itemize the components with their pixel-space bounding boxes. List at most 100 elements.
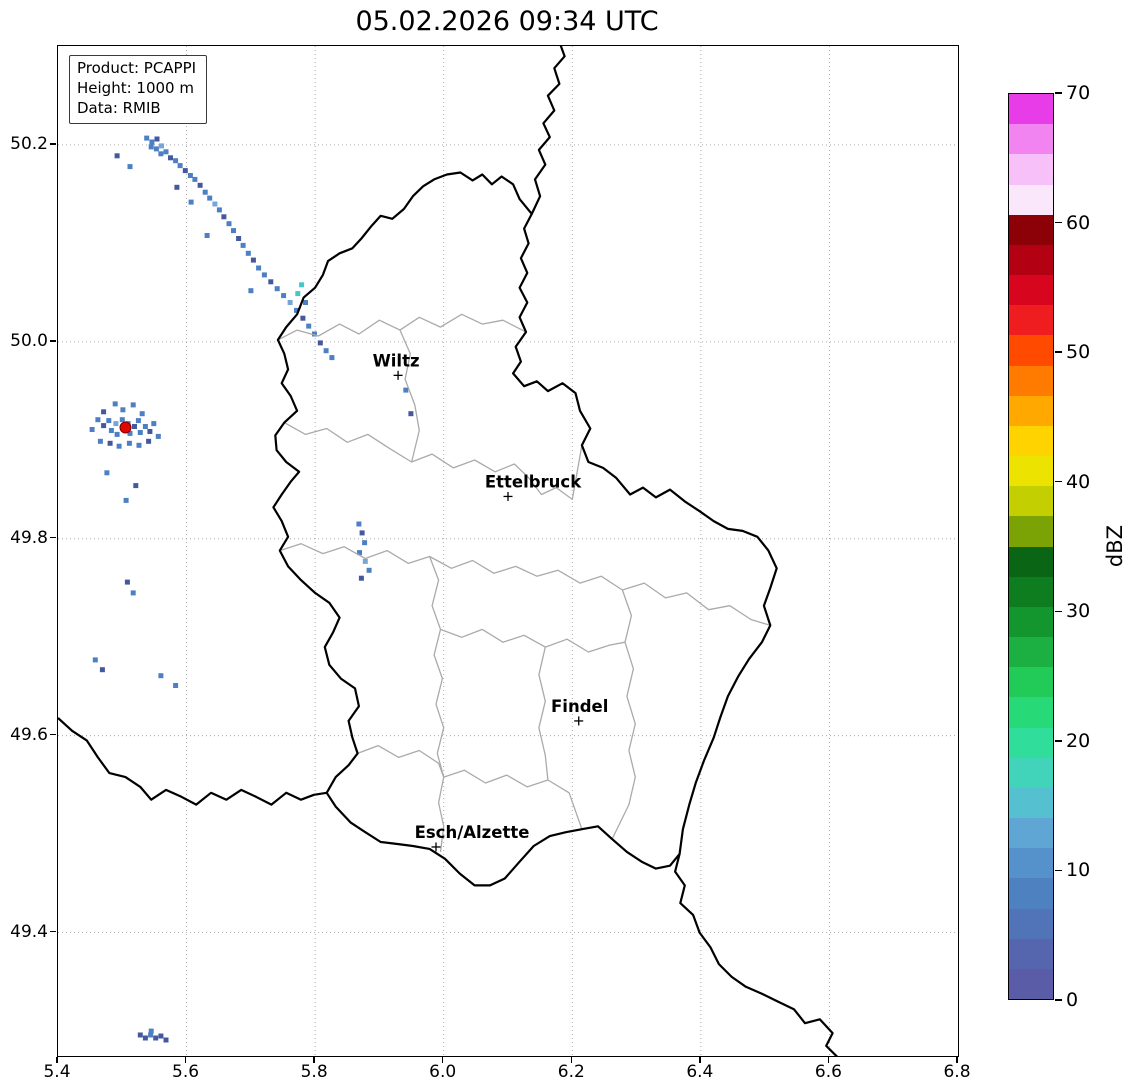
belgium-france-border	[58, 717, 327, 806]
city-label: Esch/Alzette	[415, 823, 530, 842]
radar-echo-cell	[99, 667, 105, 673]
radar-echo-cell	[250, 257, 256, 263]
x-axis-tick-mark	[56, 1057, 58, 1063]
radar-echo-cell	[294, 307, 299, 313]
city-ettelbruck: Ettelbruck	[485, 472, 582, 501]
radar-echo-cell	[149, 139, 155, 145]
colorbar-tick-label: 30	[1066, 600, 1091, 623]
city-wiltz: Wiltz	[373, 351, 420, 380]
radar-echo-cell	[221, 214, 227, 220]
gridlines	[58, 46, 958, 1056]
x-axis-tick-mark	[442, 1057, 444, 1063]
radar-echo-cell	[158, 151, 164, 157]
radar-echo-cell	[101, 423, 107, 429]
colorbar-band	[1009, 395, 1053, 426]
radar-echo-cell	[163, 1037, 169, 1043]
y-axis-tick-mark	[50, 537, 56, 539]
colorbar-tick-mark	[1055, 351, 1062, 353]
radar-echo-cell	[240, 242, 246, 248]
canton-border-line	[611, 589, 636, 840]
y-axis-tick-mark	[50, 340, 56, 342]
x-axis-tick-label: 6.6	[814, 1062, 842, 1082]
radar-echo-cell	[303, 300, 308, 305]
colorbar-band	[1009, 546, 1053, 577]
radar-echo-cell	[202, 189, 208, 195]
colorbar-band	[1009, 214, 1053, 245]
radar-echo-cell	[173, 158, 179, 164]
radar-echo-cell	[104, 470, 110, 476]
x-axis-tick-mark	[570, 1057, 572, 1063]
colorbar-band	[1009, 335, 1053, 366]
radar-echo-cell	[97, 438, 103, 444]
radar-echo-cell	[216, 207, 222, 213]
colorbar-band	[1009, 154, 1053, 185]
x-axis-tick-label: 5.4	[43, 1062, 71, 1082]
x-axis-tick-label: 6.0	[429, 1062, 457, 1082]
colorbar-band	[1009, 184, 1053, 215]
canton-border-line	[399, 329, 420, 463]
radar-echo-cell	[153, 1035, 159, 1041]
x-axis-tick-label: 6.8	[943, 1062, 971, 1082]
radar-echo-cell	[147, 429, 153, 434]
colorbar-band	[1009, 757, 1053, 788]
colorbar-band	[1009, 305, 1053, 336]
colorbar-tick-mark	[1055, 610, 1062, 612]
radar-echo-cell	[274, 286, 280, 292]
radar-echo-cell	[362, 540, 368, 546]
colorbar-band	[1009, 606, 1053, 638]
x-axis-tick-label: 6.2	[557, 1062, 585, 1082]
radar-echo-cell	[212, 201, 218, 207]
city-findel: Findel	[551, 697, 608, 726]
y-axis-tick-label: 49.8	[10, 527, 48, 548]
map-canvas: Wiltz Ettelbruck Findel Esch/Alzette	[58, 46, 958, 1056]
colorbar	[1008, 93, 1054, 1000]
y-axis-tick-label: 50.0	[10, 330, 48, 351]
radar-echo-cell	[151, 421, 157, 427]
colorbar-axis-label: dBZ	[1103, 524, 1127, 568]
y-axis-tick-mark	[50, 143, 56, 145]
radar-echo-cell	[356, 521, 362, 527]
radar-echo-cell	[107, 440, 113, 446]
radar-echo-cell	[174, 184, 180, 190]
colorbar-band	[1009, 425, 1053, 457]
radar-echo-cell	[154, 136, 160, 142]
radar-echo-cell	[306, 323, 312, 329]
radar-echo-cell	[101, 409, 107, 415]
radar-echo-cell	[158, 1033, 164, 1039]
colorbar-band	[1009, 727, 1053, 758]
radar-echo-cell	[148, 1028, 154, 1034]
colorbar-band	[1009, 787, 1053, 819]
canton-border-line	[538, 646, 549, 781]
radar-echo-cell	[148, 1032, 154, 1038]
radar-echo-cell	[144, 135, 150, 141]
radar-echo-cell	[127, 164, 133, 170]
info-box: Product: PCAPPI Height: 1000 m Data: RMI…	[69, 55, 208, 125]
canton-border-line	[279, 543, 771, 627]
country-borders	[58, 46, 838, 1056]
colorbar-tick-label: 10	[1066, 859, 1091, 882]
plot-title: 05.02.2026 09:34 UTC	[355, 6, 659, 37]
radar-echo-cell	[261, 272, 267, 278]
radar-echo-cell	[127, 430, 133, 436]
radar-echo-cell	[357, 550, 362, 556]
radar-echo-cell	[182, 168, 188, 174]
y-axis-tick-mark	[50, 734, 56, 736]
radar-echo-cell	[359, 530, 365, 536]
radar-echo-cell	[188, 199, 194, 205]
radar-echo-cell	[231, 228, 236, 234]
y-axis-tick-label: 50.2	[10, 133, 48, 154]
colorbar-band	[1009, 365, 1053, 396]
radar-echo-cell	[153, 146, 159, 152]
colorbar-tick-label: 20	[1066, 729, 1091, 752]
colorbar-tick-mark	[1055, 740, 1062, 742]
x-axis-tick-label: 5.6	[172, 1062, 200, 1082]
colorbar-band	[1009, 576, 1053, 607]
y-axis-tick-label: 49.6	[10, 724, 48, 745]
colorbar-band	[1009, 908, 1053, 939]
radar-echo-cell	[142, 424, 148, 429]
radar-echo-cell	[139, 411, 145, 417]
x-axis-tick-label: 6.4	[686, 1062, 714, 1082]
city-markers: Wiltz Ettelbruck Findel Esch/Alzette	[373, 351, 608, 852]
radar-echo-cell	[366, 567, 372, 573]
radar-echo-cell	[268, 279, 274, 285]
